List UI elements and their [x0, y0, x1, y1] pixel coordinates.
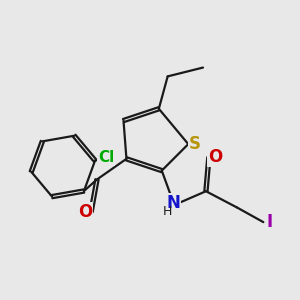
Text: H: H	[162, 205, 172, 218]
Text: O: O	[208, 148, 223, 166]
Text: O: O	[78, 203, 92, 221]
Text: I: I	[266, 213, 272, 231]
Text: Cl: Cl	[98, 150, 114, 165]
Text: N: N	[167, 194, 181, 212]
Text: S: S	[189, 135, 201, 153]
